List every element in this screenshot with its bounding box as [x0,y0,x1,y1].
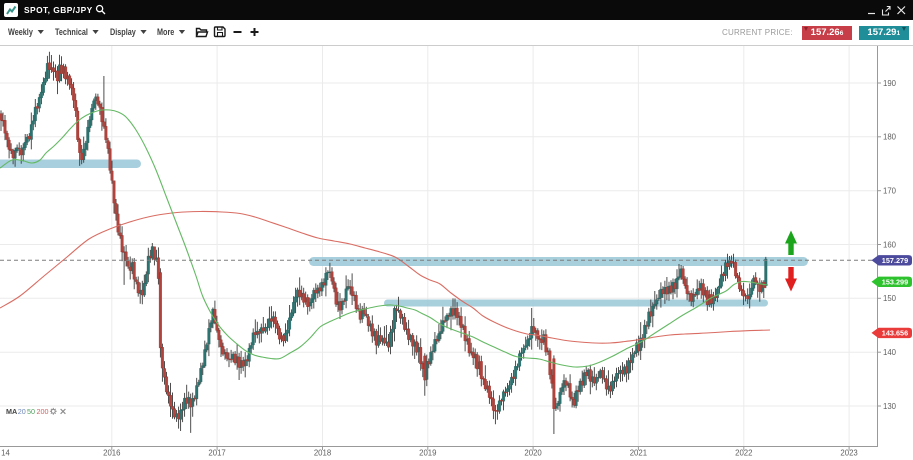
svg-text:2019: 2019 [419,449,436,458]
svg-text:153.299: 153.299 [882,277,908,286]
svg-text:20: 20 [18,407,26,416]
svg-text:2016: 2016 [103,449,120,458]
svg-text:2022: 2022 [735,449,752,458]
svg-text:150: 150 [883,294,897,303]
svg-text:2020: 2020 [524,449,542,458]
svg-text:2021: 2021 [630,449,647,458]
svg-text:160: 160 [883,240,897,249]
svg-text:170: 170 [883,187,897,196]
svg-text:2017: 2017 [208,449,225,458]
svg-text:143.656: 143.656 [882,329,908,338]
svg-text:2023: 2023 [840,449,857,458]
svg-text:200: 200 [37,407,49,416]
svg-text:140: 140 [883,348,897,357]
svg-text:2018: 2018 [314,449,331,458]
svg-text:MA: MA [6,407,17,416]
svg-text:157.279: 157.279 [882,256,908,265]
svg-text:130: 130 [883,402,897,411]
svg-text:180: 180 [883,133,897,142]
svg-text:50: 50 [27,407,35,416]
svg-text:14: 14 [1,449,10,458]
svg-text:190: 190 [883,79,897,88]
